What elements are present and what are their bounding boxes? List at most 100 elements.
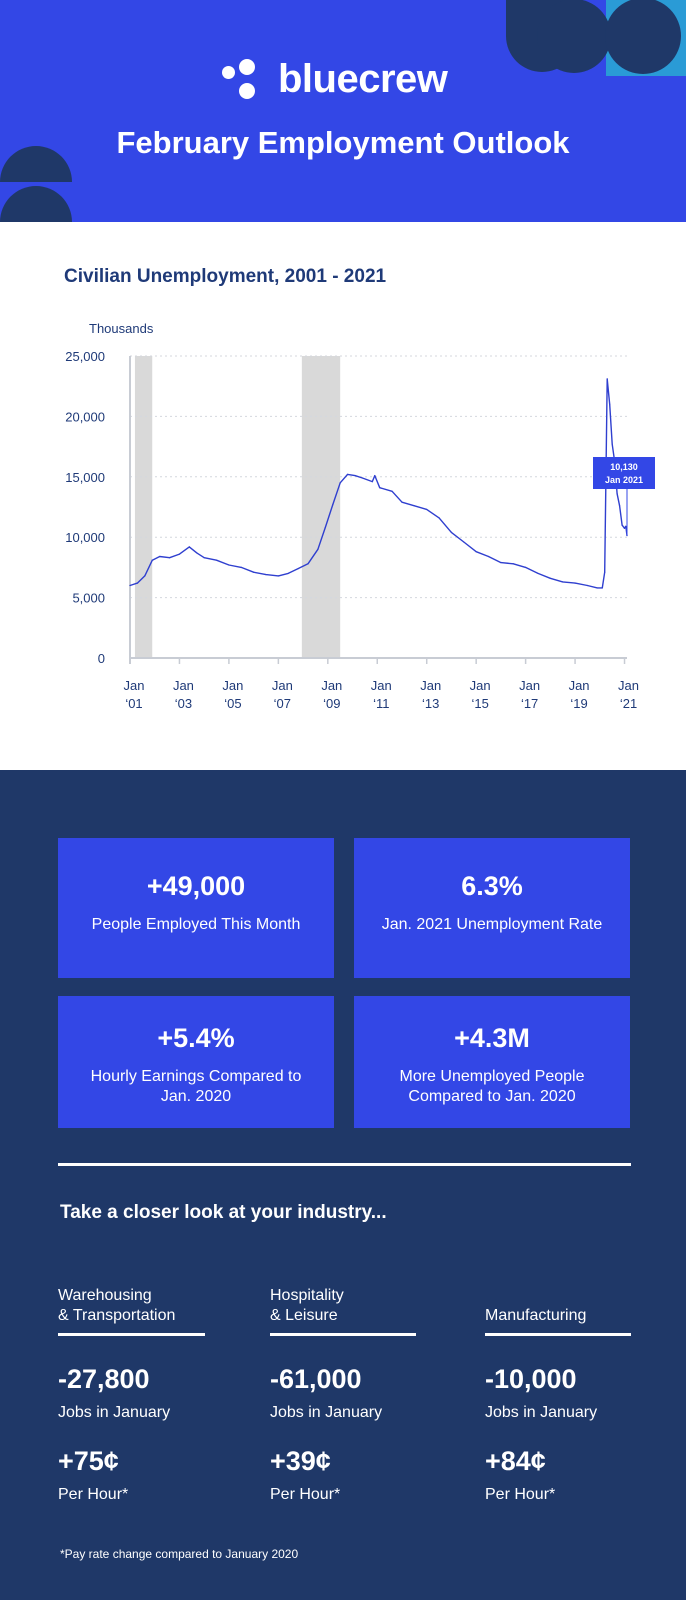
x-tick-label: Jan bbox=[371, 678, 392, 693]
stat-value: +49,000 bbox=[146, 871, 246, 901]
data-point bbox=[601, 587, 603, 589]
x-tick-label: ‘01 bbox=[125, 696, 142, 711]
data-point bbox=[450, 531, 453, 533]
data-point bbox=[379, 487, 381, 489]
annotation-box bbox=[593, 457, 655, 489]
data-point bbox=[606, 378, 608, 380]
stat-card-employed: +49,000 People Employed This Month bbox=[58, 838, 334, 978]
industry-name-line2: & Transportation bbox=[58, 1307, 176, 1324]
data-point bbox=[332, 503, 334, 506]
y-tick-label: 10,000 bbox=[65, 530, 105, 545]
recession-band bbox=[301, 356, 341, 658]
x-tick-label: Jan bbox=[173, 678, 194, 693]
x-tick-label: ‘15 bbox=[471, 696, 488, 711]
industry-jobs-change: -27,800 bbox=[58, 1364, 150, 1394]
x-tick-label: ‘21 bbox=[620, 696, 637, 711]
data-point bbox=[371, 481, 373, 483]
data-point bbox=[623, 527, 626, 529]
industry-name: Warehousing & Transportation bbox=[58, 1286, 175, 1326]
industry-pay-label: Per Hour* bbox=[270, 1486, 341, 1503]
industry-jobs-label: Jobs in January bbox=[485, 1404, 598, 1421]
data-point bbox=[621, 524, 623, 526]
industry-pay-label: Per Hour* bbox=[485, 1486, 556, 1503]
data-point bbox=[500, 561, 502, 564]
data-point bbox=[151, 559, 153, 561]
data-point bbox=[144, 575, 146, 577]
y-tick-label: 0 bbox=[98, 651, 105, 666]
industry-jobs-change: -10,000 bbox=[485, 1364, 577, 1394]
industry-jobs-label: Jobs in January bbox=[270, 1404, 383, 1421]
x-tick-label: Jan bbox=[124, 678, 145, 693]
x-tick-label: ‘07 bbox=[274, 696, 291, 711]
header-banner: bluecrew February Employment Outlook bbox=[0, 0, 686, 222]
data-point bbox=[438, 517, 440, 519]
x-tick-label: ‘05 bbox=[224, 696, 241, 711]
x-tick-label: ‘09 bbox=[323, 696, 340, 711]
footnote: *Pay rate change compared to January 202… bbox=[60, 1547, 299, 1561]
data-point bbox=[574, 582, 576, 584]
data-point bbox=[168, 557, 171, 559]
data-point bbox=[324, 526, 326, 529]
industry-name: Hospitality & Leisure bbox=[270, 1286, 344, 1326]
stat-value: +5.4% bbox=[157, 1023, 235, 1053]
data-point bbox=[203, 557, 205, 559]
data-point bbox=[196, 552, 198, 554]
data-point bbox=[374, 474, 376, 477]
data-point bbox=[525, 566, 527, 568]
industry-jobs-change: -61,000 bbox=[270, 1364, 362, 1394]
x-tick-label: Jan bbox=[420, 678, 441, 693]
industry-name-line2: Manufacturing bbox=[485, 1307, 587, 1324]
industry-pay-change: +84¢ bbox=[485, 1446, 546, 1476]
stats-section: +49,000 People Employed This Month 6.3% … bbox=[0, 770, 686, 1600]
industry-name-line1 bbox=[485, 1286, 586, 1306]
x-tick-label: ‘17 bbox=[521, 696, 538, 711]
data-point bbox=[354, 474, 356, 477]
x-tick-label: ‘11 bbox=[373, 696, 389, 711]
industry-heading: Take a closer look at your industry... bbox=[60, 1202, 387, 1223]
data-point bbox=[228, 564, 230, 566]
y-tick-label: 20,000 bbox=[65, 409, 105, 424]
unemployment-chart: 0 5,000 10,000 15,000 20,000 25,000 Thousands J… bbox=[65, 321, 655, 711]
y-axis-label: Thousands bbox=[89, 321, 154, 336]
data-point bbox=[159, 555, 161, 558]
decor-shapes-left bbox=[0, 146, 72, 222]
data-point bbox=[487, 555, 490, 558]
data-point bbox=[307, 563, 309, 565]
annotation-value: 10,130 bbox=[610, 462, 638, 472]
data-point bbox=[188, 546, 190, 548]
data-point bbox=[625, 525, 627, 527]
stat-value: 6.3% bbox=[461, 871, 523, 901]
data-point bbox=[618, 505, 621, 507]
chart-title: Civilian Unemployment, 2001 - 2021 bbox=[64, 266, 387, 287]
data-point bbox=[537, 572, 539, 575]
x-tick-label: ‘19 bbox=[570, 696, 587, 711]
series-line bbox=[129, 378, 628, 589]
industry-pay-change: +39¢ bbox=[270, 1446, 331, 1476]
data-point bbox=[463, 541, 465, 543]
page-title: February Employment Outlook bbox=[116, 125, 570, 160]
data-point bbox=[475, 551, 477, 553]
industry-name-line2: & Leisure bbox=[270, 1307, 338, 1324]
stat-description: Jan. 2021 Unemployment Rate bbox=[381, 916, 603, 933]
industry-underline bbox=[58, 1333, 205, 1336]
data-point bbox=[611, 443, 613, 445]
industry-name: Manufacturing bbox=[485, 1286, 586, 1326]
stat-card-more-unemployed: +4.3M More Unemployed People Compared to… bbox=[354, 996, 630, 1128]
stat-value: +4.3M bbox=[454, 1023, 530, 1053]
data-point bbox=[317, 548, 319, 550]
recession-band bbox=[134, 356, 153, 658]
logo-dot bbox=[222, 66, 235, 79]
x-tick-label: Jan bbox=[569, 678, 590, 693]
stat-description: Hourly Earnings Compared to Jan. 2020 bbox=[90, 1068, 302, 1105]
x-tick-label: Jan bbox=[222, 678, 243, 693]
industry-underline bbox=[270, 1333, 416, 1336]
industry-pay-change: +75¢ bbox=[58, 1446, 119, 1476]
data-point bbox=[549, 577, 551, 579]
data-point bbox=[129, 584, 131, 587]
data-point bbox=[616, 493, 618, 495]
x-tick-label: Jan bbox=[321, 678, 342, 693]
data-point bbox=[401, 501, 403, 503]
data-point bbox=[178, 553, 181, 555]
x-tick-label: Jan bbox=[470, 678, 491, 693]
y-tick-label: 5,000 bbox=[72, 591, 105, 606]
